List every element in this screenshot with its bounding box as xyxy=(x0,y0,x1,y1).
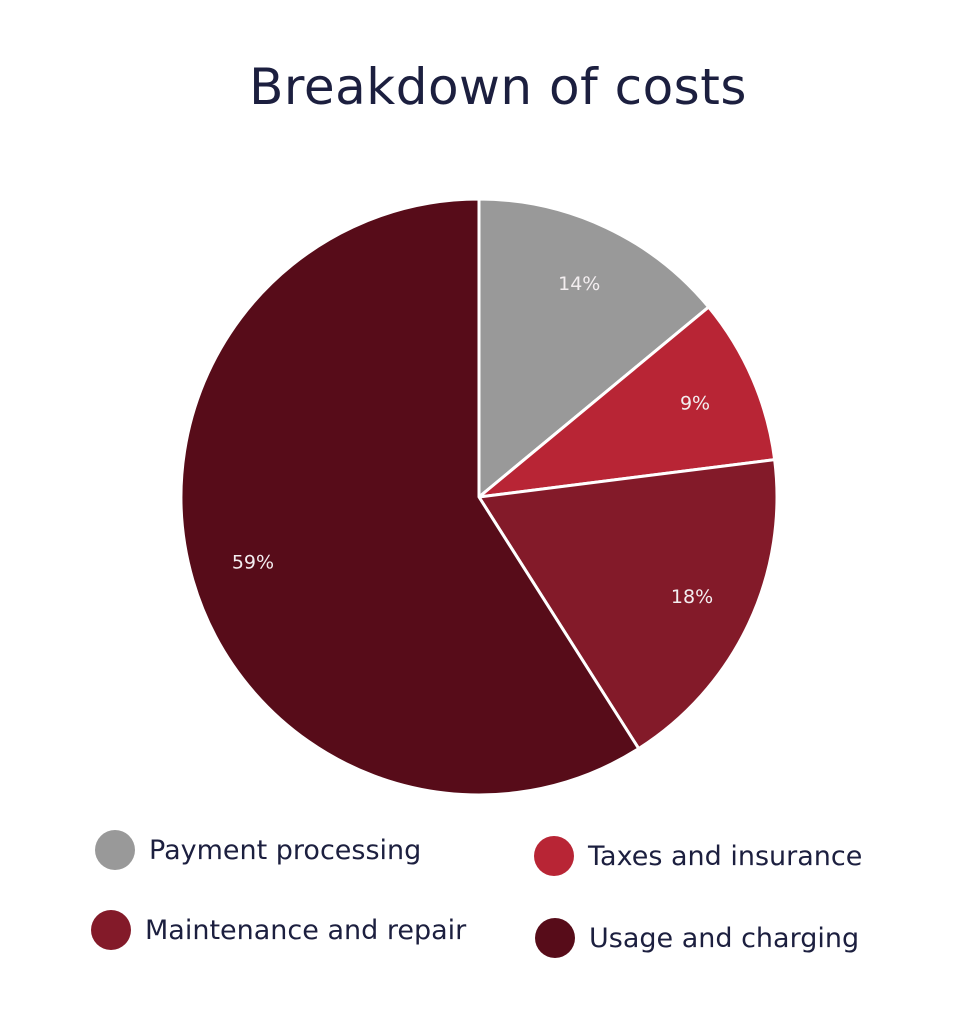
legend-item-maintenance-and-repair[interactable]: Maintenance and repair xyxy=(91,910,466,950)
chart-title: Breakdown of costs xyxy=(249,58,747,116)
legend-swatch-maintenance-and-repair xyxy=(91,910,131,950)
legend-item-usage-and-charging[interactable]: Usage and charging xyxy=(535,918,859,958)
legend-swatch-taxes-and-insurance xyxy=(534,836,574,876)
pie-slice-label-taxes-and-insurance: 9% xyxy=(680,393,710,415)
legend-item-taxes-and-insurance[interactable]: Taxes and insurance xyxy=(534,836,862,876)
legend-swatch-payment-processing xyxy=(95,830,135,870)
pie-slice-payment-processing[interactable] xyxy=(477,197,711,499)
pie-slice-label-usage-and-charging: 59% xyxy=(232,552,274,574)
pie-slice-label-payment-processing: 14% xyxy=(558,273,600,295)
legend-item-payment-processing[interactable]: Payment processing xyxy=(95,830,421,870)
legend-swatch-usage-and-charging xyxy=(535,918,575,958)
legend-label-payment-processing: Payment processing xyxy=(149,834,422,866)
legend-label-usage-and-charging: Usage and charging xyxy=(589,922,860,954)
pie-slice-label-maintenance-and-repair: 18% xyxy=(671,586,713,608)
pie-slice-usage-and-charging[interactable] xyxy=(179,197,641,797)
pie-slices xyxy=(179,197,779,797)
legend-label-maintenance-and-repair: Maintenance and repair xyxy=(145,914,467,946)
pie-slice-taxes-and-insurance[interactable] xyxy=(477,305,777,499)
pie-slice-maintenance-and-repair[interactable] xyxy=(477,458,779,751)
pie-slice-labels: 14% 9% 18% 59% xyxy=(232,273,713,608)
legend-label-taxes-and-insurance: Taxes and insurance xyxy=(588,840,863,872)
